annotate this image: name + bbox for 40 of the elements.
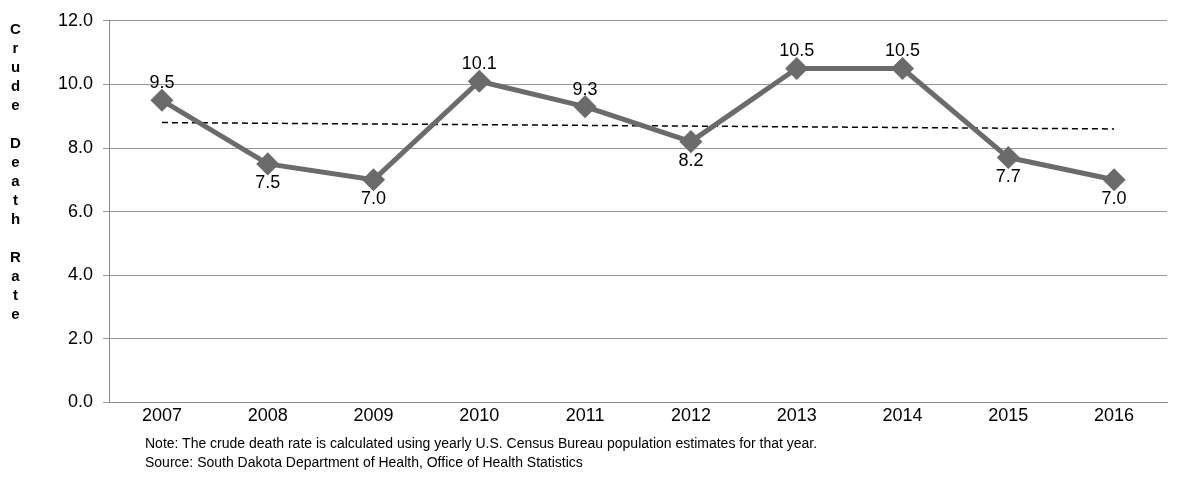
point bbox=[997, 147, 1019, 169]
source-note: Source: South Dakota Department of Health, Office of Health Statistics bbox=[145, 453, 584, 472]
y-tick-label: 2.0 bbox=[68, 327, 94, 348]
x-tick-label: 2011 bbox=[565, 405, 605, 426]
data-label: 10.1 bbox=[461, 53, 497, 74]
x-tick-label: 2010 bbox=[459, 405, 500, 426]
x-tick-label: 2012 bbox=[670, 405, 711, 426]
y-tick-label: 6.0 bbox=[68, 200, 94, 221]
y-axis-title: Crude Death Rate bbox=[6, 19, 25, 326]
data-label: 7.0 bbox=[1101, 187, 1127, 208]
y-tick-label: 12.0 bbox=[57, 9, 94, 30]
point bbox=[892, 58, 914, 79]
data-label: 7.7 bbox=[995, 165, 1021, 186]
x-tick-label: 2009 bbox=[353, 405, 394, 426]
y-tick-label: 4.0 bbox=[68, 264, 94, 285]
x-tick-label: 2008 bbox=[247, 405, 288, 426]
x-tick-label: 2013 bbox=[776, 405, 817, 426]
x-tick-label: 2015 bbox=[988, 405, 1029, 426]
point bbox=[574, 96, 596, 118]
y-tick-label: 0.0 bbox=[68, 391, 94, 412]
x-tick-label: 2007 bbox=[141, 405, 182, 426]
data-label: 7.5 bbox=[255, 171, 281, 192]
y-tick-label: 8.0 bbox=[68, 136, 94, 157]
y-tick-label: 10.0 bbox=[57, 73, 94, 94]
data-label: 8.2 bbox=[678, 149, 704, 170]
point bbox=[468, 70, 490, 92]
point bbox=[1103, 169, 1125, 191]
data-label: 9.3 bbox=[572, 78, 598, 99]
point bbox=[786, 58, 808, 79]
x-tick-label: 2016 bbox=[1094, 405, 1135, 426]
point bbox=[151, 89, 173, 111]
data-label: 10.5 bbox=[884, 40, 921, 61]
data-label: 7.0 bbox=[361, 187, 387, 208]
data-label: 9.5 bbox=[149, 72, 175, 93]
data-label: 10.5 bbox=[779, 40, 815, 61]
x-tick-label: 2014 bbox=[882, 405, 923, 426]
point bbox=[680, 131, 702, 153]
text: Note: The crude death rate is calculated using yearly U.S. Census Bureau population estimates for that year. bbox=[145, 434, 819, 453]
point bbox=[257, 153, 279, 175]
point bbox=[363, 169, 385, 191]
